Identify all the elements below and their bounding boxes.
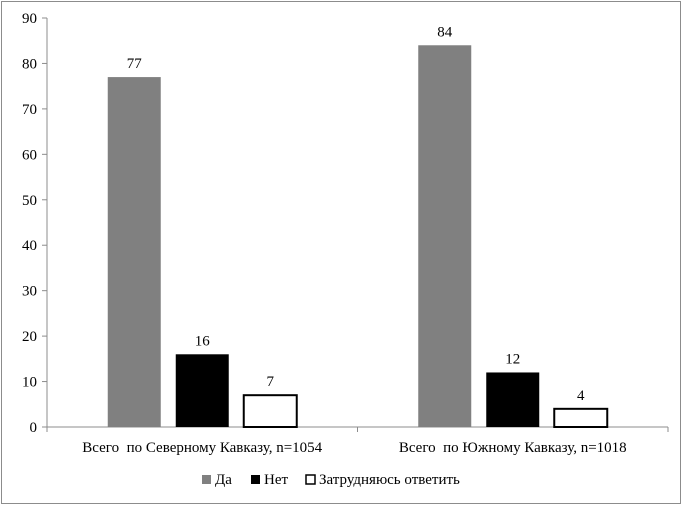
bar-zatrudnyayus-1	[242, 394, 298, 429]
data-label: 77	[127, 56, 143, 72]
legend-label: Нет	[264, 472, 288, 488]
legend: Да Нет Затрудняюсь ответить	[202, 472, 460, 488]
data-label: 16	[195, 333, 211, 349]
category-label: Всего по Северному Кавказу, n=1054	[82, 440, 322, 456]
bar-da-1	[107, 77, 161, 428]
y-tick-label: 60	[22, 147, 37, 163]
legend-label: Затрудняюсь ответить	[319, 472, 460, 488]
y-tick-label: 0	[30, 420, 38, 436]
y-tick-label: 20	[22, 329, 37, 345]
bar-net-2	[486, 372, 540, 427]
bar-da-2	[418, 45, 472, 428]
legend-swatch	[202, 475, 211, 484]
y-tick-label: 80	[22, 56, 37, 72]
category-label: Всего по Южному Кавказу, n=1018	[399, 440, 627, 456]
y-tick-label: 10	[22, 375, 37, 391]
legend-swatch	[251, 475, 260, 484]
y-tick-label: 70	[22, 102, 37, 118]
legend-swatch	[305, 474, 316, 485]
legend-label: Да	[215, 472, 232, 488]
category-labels: Всего по Северному Кавказу, n=1054 Всего …	[82, 440, 626, 456]
bar-net-1	[175, 354, 229, 427]
y-tick-label: 50	[22, 193, 37, 209]
data-label: 84	[437, 24, 453, 40]
y-tick-label: 30	[22, 284, 37, 300]
y-tick-label: 90	[22, 11, 37, 27]
bars	[107, 45, 609, 429]
bar-zatrudnyayus-2	[553, 407, 609, 429]
data-label: 4	[577, 388, 585, 404]
y-tick-label: 40	[22, 238, 37, 254]
data-label: 7	[267, 374, 275, 390]
y-axis: 0 10 20 30 40 50 60 70 80 90	[22, 11, 48, 436]
data-label: 12	[505, 351, 520, 367]
data-labels: 77 16 7 84 12 4	[127, 24, 585, 404]
